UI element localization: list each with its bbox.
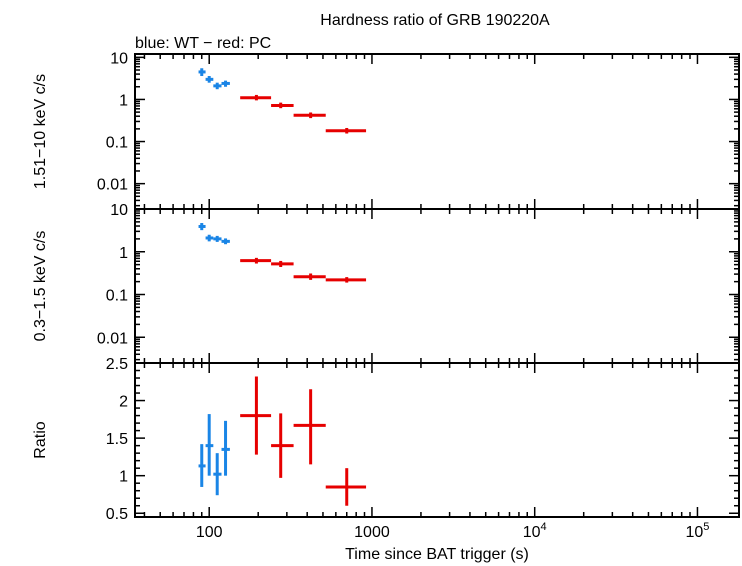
- y-axis-label: 0.3−1.5 keV c/s: [32, 231, 49, 342]
- y-tick-label: 0.01: [97, 177, 128, 194]
- panel-frame: [134, 362, 740, 518]
- y-tick-label: 1.5: [106, 431, 128, 448]
- y-axis-label: 1.51−10 keV c/s: [32, 74, 49, 189]
- data-point: [213, 235, 222, 242]
- x-tick-label: 105: [685, 521, 709, 541]
- chart-panels: 10 1 0.1 0.01 1.51−10 keV c/s 10 1 0.1 0.01 0.3−1…: [32, 50, 740, 541]
- series-PC: [240, 257, 367, 283]
- y-tick-label: 2.5: [106, 356, 128, 373]
- data-point: [205, 76, 214, 83]
- y-tick-label: 1: [119, 469, 128, 486]
- y-tick-label: 0.1: [106, 288, 128, 305]
- data-point: [271, 260, 294, 267]
- data-point: [221, 420, 230, 476]
- x-tick-labels: 100 1000 104 105: [196, 521, 710, 541]
- chart-title: Hardness ratio of GRB 190220A: [320, 12, 550, 29]
- series-WT: [198, 414, 230, 496]
- data-point: [198, 444, 206, 487]
- y-axis-label: Ratio: [32, 421, 49, 458]
- y-tick-label: 10: [110, 50, 128, 67]
- data-point: [240, 94, 272, 101]
- data-point: [325, 277, 367, 283]
- data-point: [325, 468, 367, 506]
- data-point: [205, 414, 214, 476]
- data-point: [271, 413, 294, 478]
- data-point: [205, 234, 214, 242]
- x-tick-label: 1000: [354, 524, 390, 541]
- data-point: [293, 273, 326, 280]
- data-point: [293, 389, 326, 465]
- chart-subtitle: blue: WT − red: PC: [135, 35, 271, 52]
- y-tick-label: 0.1: [106, 135, 128, 152]
- panel-soft: 10 1 0.1 0.01 0.3−1.5 keV c/s: [32, 202, 740, 364]
- y-tick-label: 1: [119, 245, 128, 262]
- data-point: [198, 223, 206, 231]
- data-point: [198, 68, 206, 77]
- y-tick-label: 1: [119, 92, 128, 109]
- data-point: [240, 376, 272, 455]
- y-tick-label: 2: [119, 394, 128, 411]
- x-tick-label: 100: [196, 524, 223, 541]
- data-point: [213, 453, 222, 496]
- series-PC: [240, 94, 367, 134]
- x-tick-label: 104: [523, 521, 547, 541]
- panel-frame: [134, 208, 740, 364]
- data-point: [293, 112, 326, 119]
- series-WT: [198, 68, 230, 90]
- x-axis-label: Time since BAT trigger (s): [345, 546, 529, 563]
- data-point: [240, 257, 272, 264]
- data-point: [213, 82, 222, 90]
- y-tick-label: 0.5: [106, 506, 128, 523]
- data-point: [325, 127, 367, 134]
- series-PC: [240, 376, 367, 506]
- data-point: [271, 102, 294, 109]
- series-WT: [198, 223, 230, 245]
- panel-hard: 10 1 0.1 0.01 1.51−10 keV c/s: [32, 50, 740, 210]
- panel-ratio: 2.5 2 1.5 1 0.5 Ratio: [32, 356, 740, 523]
- data-point: [221, 80, 230, 87]
- data-point: [221, 238, 230, 245]
- y-tick-label: 10: [110, 202, 128, 219]
- panel-frame: [134, 53, 740, 210]
- y-tick-label: 0.01: [97, 330, 128, 347]
